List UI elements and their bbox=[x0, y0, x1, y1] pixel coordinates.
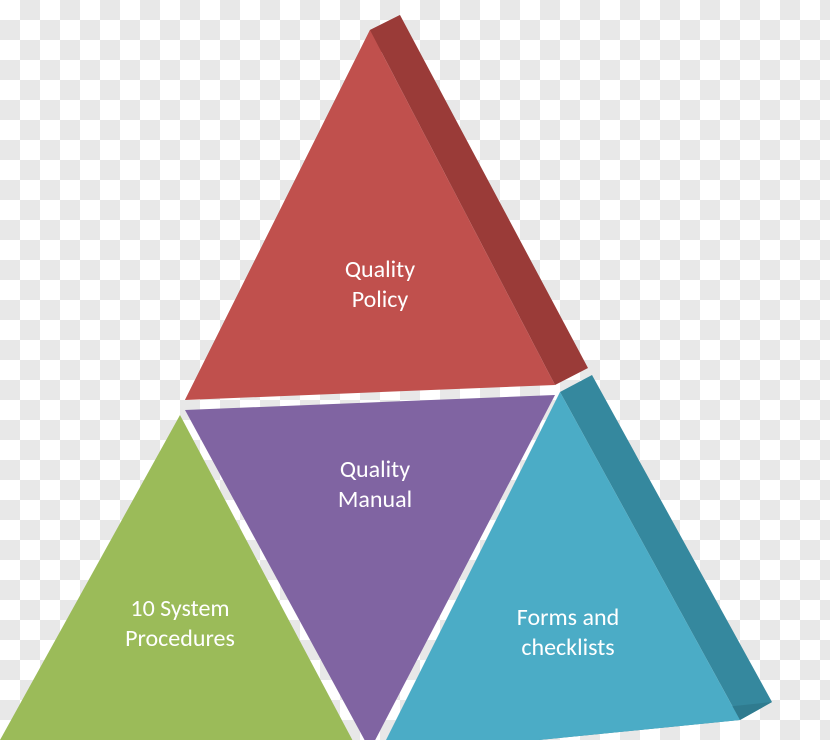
pyramid-diagram bbox=[0, 0, 830, 740]
